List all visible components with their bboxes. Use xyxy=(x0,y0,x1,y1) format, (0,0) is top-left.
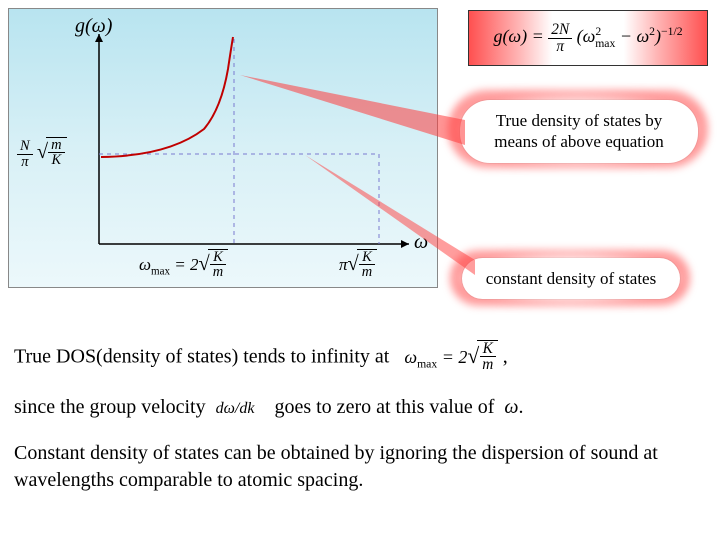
callout-const-dos: constant density of states xyxy=(462,258,680,299)
xtick1-label: ωmax = 2Km xyxy=(139,249,228,280)
line2a: since the group velocity xyxy=(14,396,206,418)
top-formula-box: g(ω) = 2Nπ (ω2max − ω2)−1/2 xyxy=(468,10,708,66)
callout-1-text: True density of states by means of above… xyxy=(494,111,663,151)
ytick-midlabel: Nπ mK xyxy=(17,137,67,169)
top-formula: g(ω) = 2Nπ (ω2max − ω2)−1/2 xyxy=(493,22,682,54)
line2b: goes to zero at this value of xyxy=(274,396,494,418)
callout-true-dos: True density of states by means of above… xyxy=(460,100,698,163)
inline-formula-omega-max: ωmax = 2Km xyxy=(404,347,502,367)
bodytext-line2: since the group velocity dω/dk goes to z… xyxy=(14,394,714,421)
line3-text: Constant density of states can be obtain… xyxy=(14,442,658,491)
pointer-2 xyxy=(305,150,485,280)
line2-punct: . xyxy=(519,396,524,418)
callout-2-text: constant density of states xyxy=(486,269,656,288)
bodytext-line3: Constant density of states can be obtain… xyxy=(14,440,714,494)
y-axis-label: g(ω) xyxy=(75,15,112,38)
dwdk: dω/dk xyxy=(216,400,255,417)
line1-tail: , xyxy=(503,346,508,368)
line1-text: True DOS(density of states) tends to inf… xyxy=(14,346,389,368)
omega-glyph: ω xyxy=(504,396,518,418)
bodytext-line1: True DOS(density of states) tends to inf… xyxy=(14,340,714,373)
